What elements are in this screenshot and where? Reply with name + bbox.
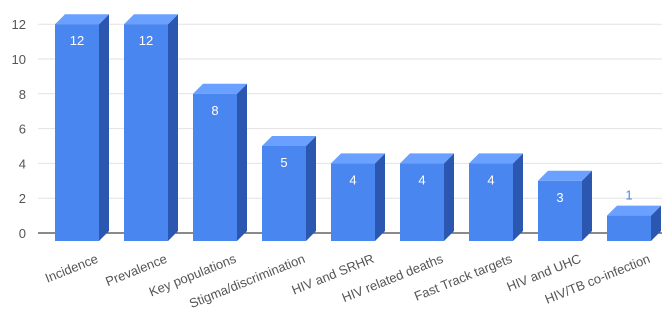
bar-top [193,83,247,94]
bar-front [124,24,168,242]
x-tick-label: Incidence [43,251,100,286]
bar-side [99,14,109,242]
y-tick-label: 12 [12,17,26,32]
bar-top [607,205,661,216]
bar-front [469,163,513,241]
bar-side [168,14,178,242]
bar-front [55,24,99,242]
bar-side [375,153,385,241]
value-label: 4 [349,172,356,187]
bar [262,136,316,241]
bar-front [538,180,582,241]
value-label: 1 [625,188,632,203]
bar-side [444,153,454,241]
y-tick-label: 4 [19,156,26,171]
bar-top [262,136,316,146]
bar-side [237,83,247,241]
bar-top [538,170,592,181]
value-label: 5 [280,155,287,170]
bar-side [306,136,316,241]
bar-side [513,153,523,241]
bar-top [469,153,523,164]
bar [469,153,523,241]
x-tick-label: Stigma/discrimination [187,251,307,311]
value-label: 4 [487,172,494,187]
value-label: 4 [418,172,425,187]
bar [124,14,178,242]
value-label: 3 [556,190,563,205]
y-tick-label: 0 [19,226,26,241]
y-tick-label: 2 [19,191,26,206]
bar [193,83,247,241]
bar [331,153,385,241]
bar [538,170,592,241]
y-tick-label: 8 [19,87,26,102]
bar-front [262,146,306,241]
y-axis: 0 2 4 6 8 10 12 [12,17,26,241]
bar [55,14,109,242]
bars [55,14,661,242]
value-label: 12 [139,33,153,48]
bar-front [331,163,375,241]
bar-front [607,215,651,241]
bar-front [400,163,444,241]
bar-top [124,14,178,25]
y-tick-label: 6 [19,122,26,137]
bar-side [582,170,592,241]
bar [607,205,661,241]
y-tick-label: 10 [12,52,26,67]
bar-top [331,153,385,164]
value-labels: 12 12 8 5 4 4 4 3 1 [70,33,633,205]
value-label: 8 [211,103,218,118]
bar [400,153,454,241]
bar-top [400,153,454,164]
bar-front [193,93,237,241]
value-label: 12 [70,33,84,48]
bar-top [55,14,109,25]
bar-side [651,205,661,241]
